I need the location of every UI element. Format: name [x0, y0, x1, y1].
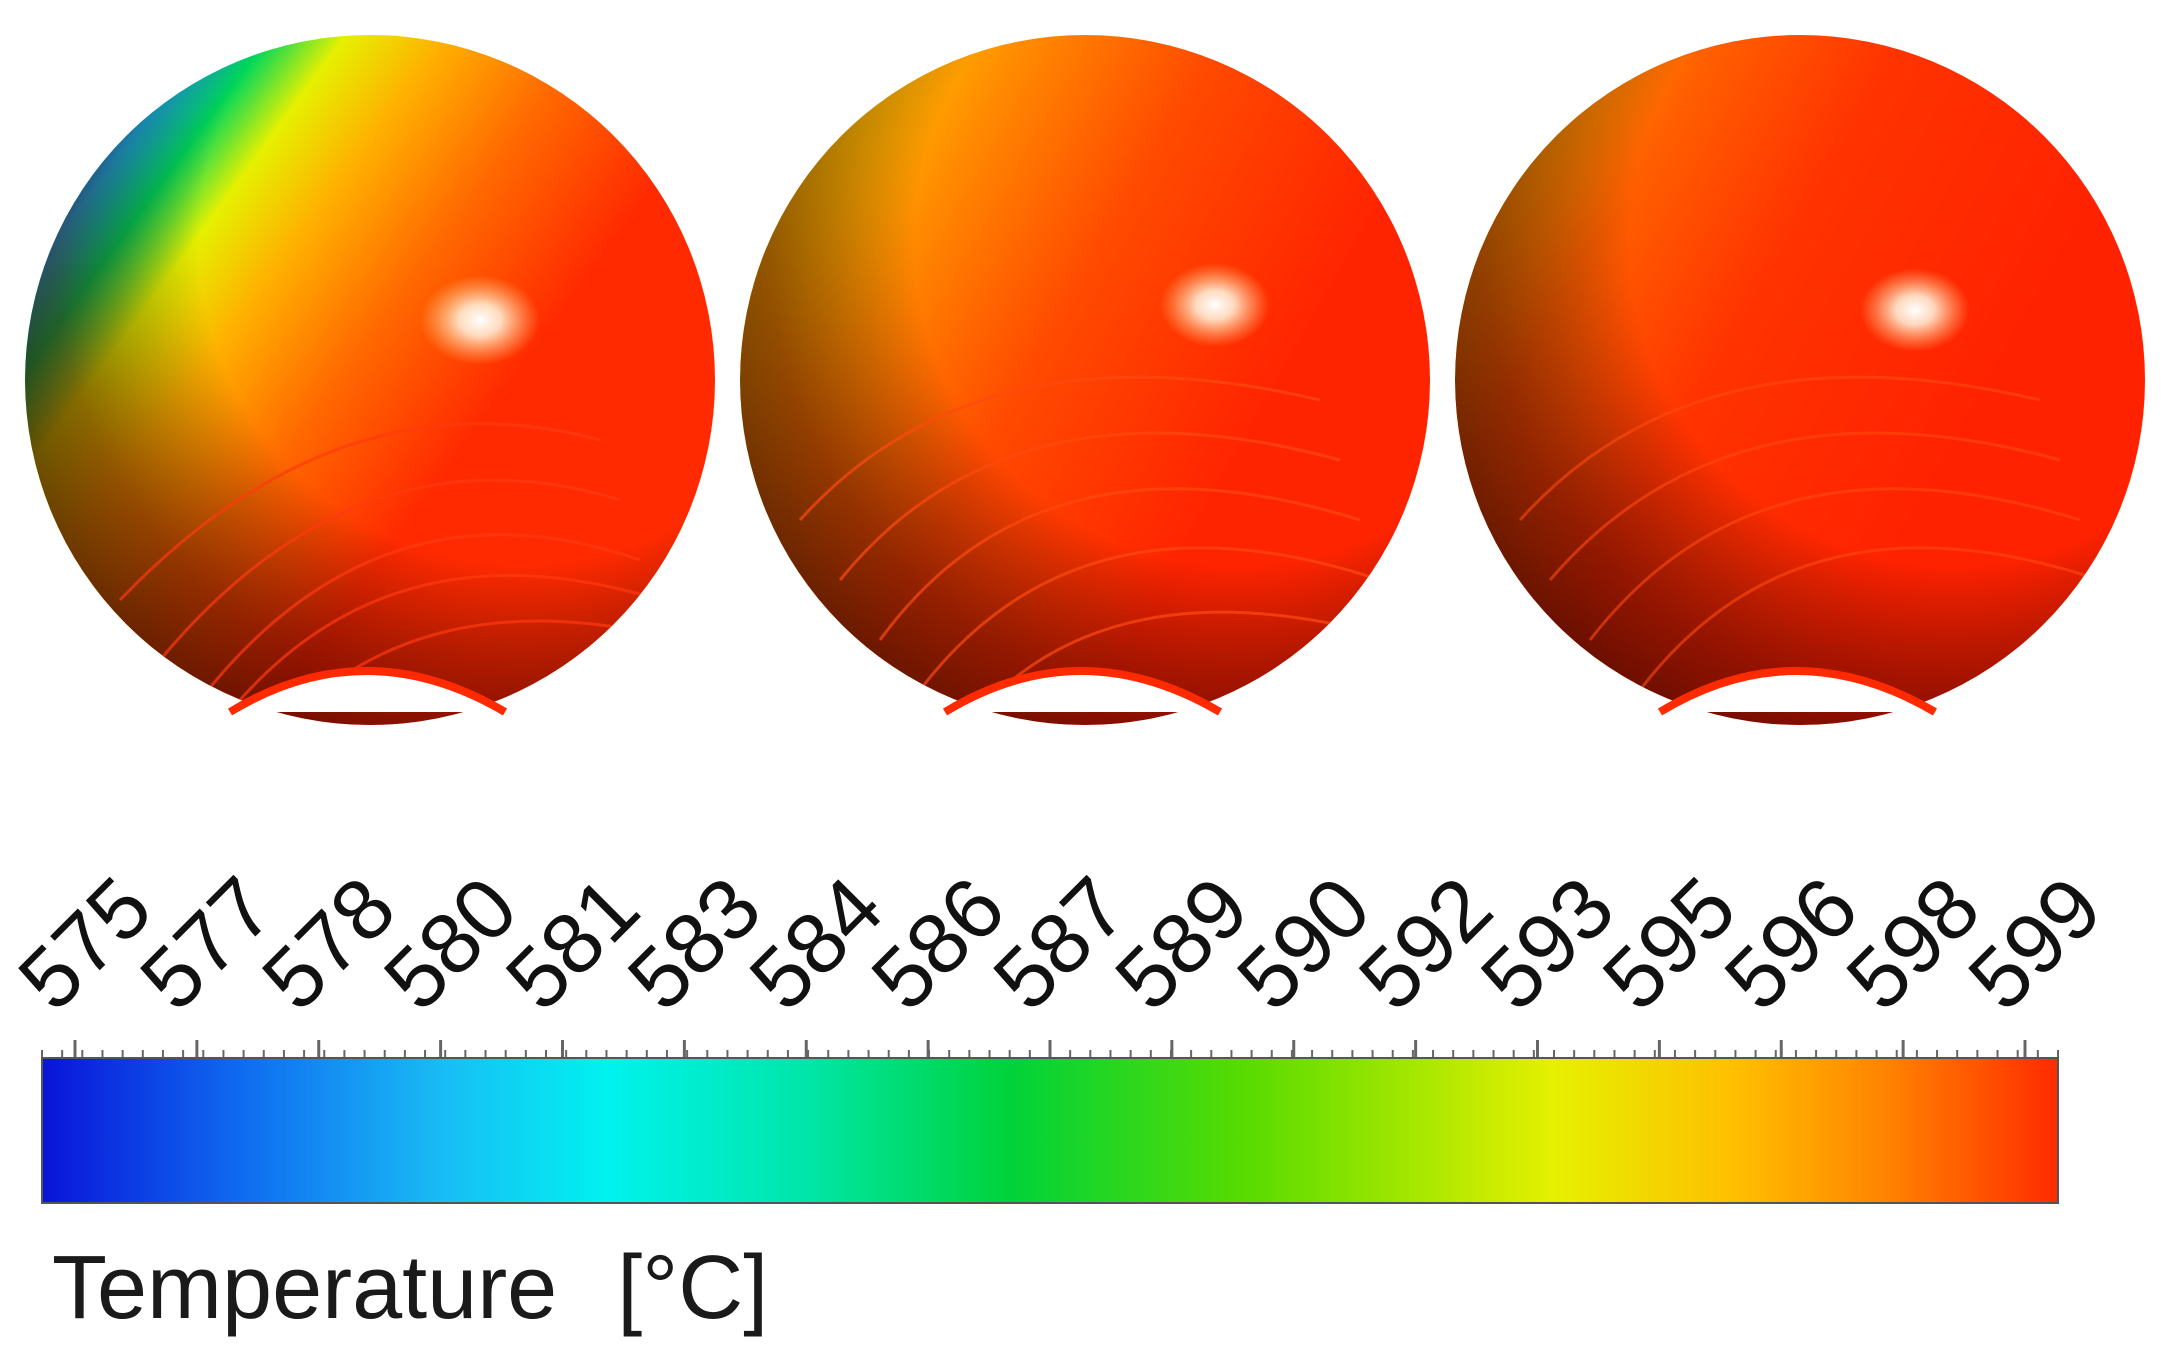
sphere-1-support-edge: [227, 667, 508, 716]
sphere-2-highlight: [1160, 263, 1270, 347]
colorbar-tick-labels: 5755775785805815835845865875895905925935…: [1, 859, 2120, 1028]
colorbar-tick-label: 599: [1951, 859, 2120, 1028]
sphere-1: [25, 35, 715, 725]
colorbar-gradient: [41, 1057, 2059, 1204]
sphere-2-contours: [798, 375, 1401, 712]
sphere-3: [1455, 35, 2145, 725]
sphere-1-shading: [25, 35, 715, 725]
colorbar-title-text: Temperature: [52, 1238, 557, 1338]
colorbar-title: Temperature [°C]: [52, 1238, 768, 1338]
sphere-3-contours: [1518, 375, 2101, 691]
sphere-3-highlight: [1860, 268, 1970, 352]
sphere-3-support-edge: [1657, 667, 1938, 716]
colorbar-unit: [°C]: [617, 1238, 768, 1338]
sphere-2: [740, 35, 1430, 725]
sphere-2-support-edge: [942, 667, 1223, 716]
colorbar: 5755775785805815835845865875895905925935…: [1, 859, 2120, 1338]
colorbar-minor-ticks: [41, 1040, 2059, 1058]
sphere-1-highlight: [420, 275, 540, 365]
